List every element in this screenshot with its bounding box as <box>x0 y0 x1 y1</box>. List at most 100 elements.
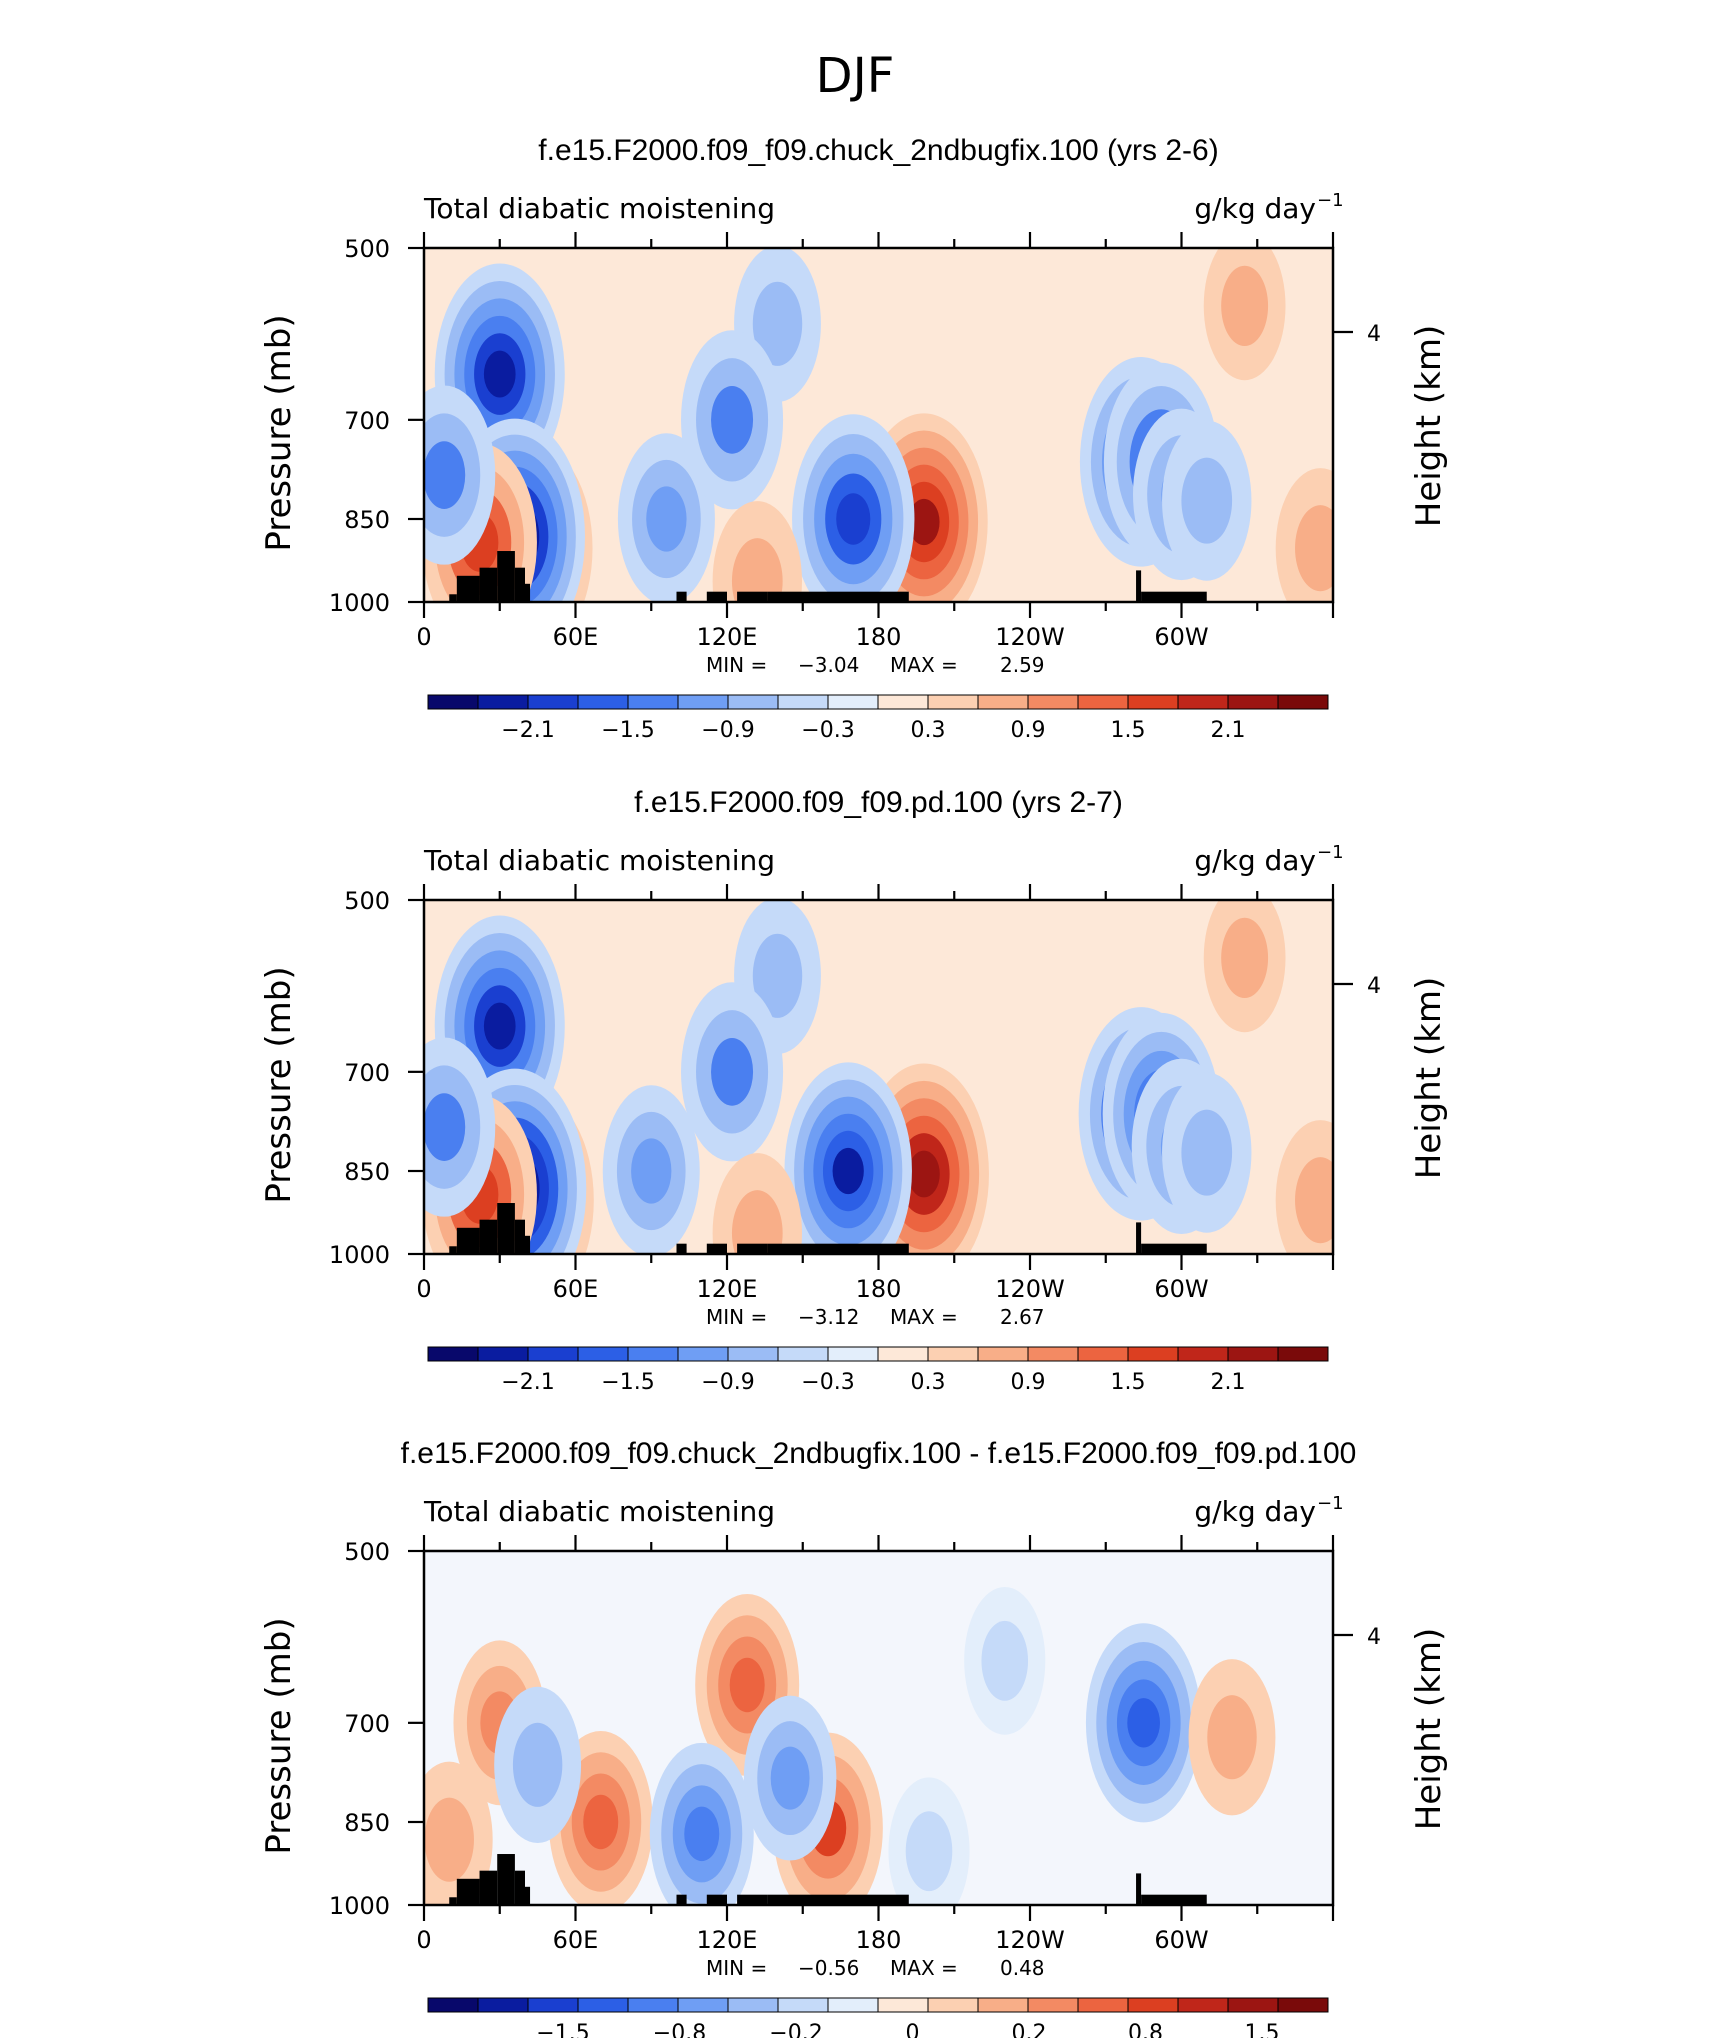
colorbar-label: 1.5 <box>1245 2021 1280 2038</box>
right-axis-title-3: Height (km) <box>1409 1628 1449 1831</box>
colorbar-label: −0.8 <box>653 2021 706 2038</box>
colorbar-swatch <box>727 694 779 710</box>
colorbar-swatch <box>1177 694 1229 710</box>
max-value: 2.59 <box>1000 653 1045 677</box>
colorbar-swatch <box>627 1997 679 2013</box>
panel-title-1: f.e15.F2000.f09_f09.chuck_2ndbugfix.100 … <box>538 134 1218 167</box>
contour-band <box>583 1794 619 1850</box>
units-exponent-2: −1 <box>1317 842 1344 863</box>
y-tick-label: 1000 <box>329 1892 390 1920</box>
contour-band <box>1181 1109 1233 1196</box>
x-tick-label: 60E <box>553 1275 599 1303</box>
colorbar-label: 2.1 <box>1211 718 1246 743</box>
colorbar-swatch <box>1127 1346 1179 1362</box>
contour-band <box>1181 457 1233 544</box>
colorbar-swatch <box>677 1346 729 1362</box>
panel-3: f.e15.F2000.f09_f09.chuck_2ndbugfix.100 … <box>259 1437 1449 2038</box>
contour-band <box>1221 917 1269 999</box>
colorbar-label: 0.3 <box>911 1370 946 1395</box>
terrain-mask <box>525 1886 531 1905</box>
colorbar-swatch <box>1277 1997 1329 2013</box>
x-tick-label: 0 <box>416 623 431 651</box>
colorbar-swatch <box>577 1346 629 1362</box>
x-tick-label: 180 <box>856 1926 902 1954</box>
right-axis-title-2: Height (km) <box>1409 977 1449 1180</box>
colorbar-swatch <box>1077 694 1129 710</box>
y-tick-label: 500 <box>344 235 390 263</box>
contour-band <box>905 1811 953 1892</box>
panel-1: f.e15.F2000.f09_f09.chuck_2ndbugfix.100 … <box>259 134 1449 743</box>
colorbar-swatch <box>777 694 829 710</box>
x-tick-label: 120E <box>697 1926 758 1954</box>
terrain-mask <box>706 1894 727 1905</box>
max-label: MAX = <box>890 1305 958 1329</box>
terrain-mask <box>449 1897 457 1905</box>
contour-band <box>711 1037 754 1106</box>
x-tick-label: 120W <box>995 623 1065 651</box>
contour-band <box>483 350 516 398</box>
colorbar-swatch <box>727 1346 779 1362</box>
colorbar-swatch <box>1127 694 1179 710</box>
min-value: −0.56 <box>798 1956 859 1980</box>
x-tick-label: 60W <box>1154 1275 1208 1303</box>
x-tick-label: 60W <box>1154 623 1208 651</box>
colorbar-swatch <box>677 1997 729 2013</box>
y-tick-label: 850 <box>344 1158 390 1186</box>
colorbar-swatch <box>727 1997 779 2013</box>
panel-2: f.e15.F2000.f09_f09.pd.100 (yrs 2-7) Tota… <box>259 786 1449 1395</box>
colorbar-swatch <box>1027 1346 1079 1362</box>
colorbar-swatch <box>977 1346 1029 1362</box>
colorbar-swatch <box>1027 694 1079 710</box>
terrain-mask <box>737 591 768 602</box>
contour-band <box>646 486 687 552</box>
colorbar-swatch <box>777 1346 829 1362</box>
colorbar-1: −2.1 −1.5 −0.9 −0.3 0.3 0.9 1.5 2.1 <box>427 694 1329 743</box>
contour-band <box>1221 265 1269 347</box>
units-exponent-3: −1 <box>1317 1493 1344 1514</box>
colorbar-3: −1.5 −0.8 −0.2 0 0.2 0.8 1.5 <box>427 1997 1329 2038</box>
x-tick-label: 180 <box>856 1275 902 1303</box>
contour-band <box>729 1657 765 1713</box>
colorbar-swatch <box>1177 1997 1229 2013</box>
left-label-2: Total diabatic moistening <box>423 844 775 877</box>
colorbar-2: −2.1 −1.5 −0.9 −0.3 0.3 0.9 1.5 2.1 <box>427 1346 1329 1395</box>
min-value: −3.04 <box>798 653 859 677</box>
y-axis-title-1: Pressure (mb) <box>259 314 299 551</box>
y-tick-label: 700 <box>344 1059 390 1087</box>
contour-band <box>424 1093 466 1161</box>
max-label: MAX = <box>890 1956 958 1980</box>
x-tick-label: 180 <box>856 623 902 651</box>
colorbar-swatch <box>1277 694 1329 710</box>
y-tick-label: 1000 <box>329 589 390 617</box>
colorbar-label: −0.3 <box>801 1370 854 1395</box>
terrain-mask <box>737 1243 768 1254</box>
terrain-mask <box>449 594 457 602</box>
contour-band <box>1295 505 1333 592</box>
min-label: MIN = <box>706 1305 767 1329</box>
colorbar-swatch <box>677 694 729 710</box>
panel-title-3: f.e15.F2000.f09_f09.chuck_2ndbugfix.100 … <box>401 1437 1357 1470</box>
colorbar-swatch <box>1027 1997 1079 2013</box>
colorbar-swatch <box>827 1997 879 2013</box>
x-tick-label: 120E <box>697 1275 758 1303</box>
terrain-mask <box>514 567 525 602</box>
x-tick-label: 120W <box>995 1926 1065 1954</box>
units-label-3: g/kg day <box>1194 1495 1316 1528</box>
colorbar-swatch <box>427 694 479 710</box>
colorbar-label: −1.5 <box>536 2021 589 2038</box>
colorbar-label: −2.1 <box>501 718 554 743</box>
contour-band <box>908 1150 940 1198</box>
colorbar-swatch <box>477 1997 529 2013</box>
units-label-1: g/kg day <box>1194 192 1316 225</box>
colorbar-label: 2.1 <box>1211 1370 1246 1395</box>
contour-band <box>512 1722 563 1807</box>
contour-band <box>1207 1695 1257 1780</box>
colorbar-label: −2.1 <box>501 1370 554 1395</box>
colorbar-label: 0.8 <box>1128 2021 1163 2038</box>
colorbar-swatch <box>1077 1346 1129 1362</box>
contour-band <box>752 933 803 1018</box>
y-tick-label: 700 <box>344 407 390 435</box>
terrain-mask <box>737 1894 768 1905</box>
panels: f.e15.F2000.f09_f09.chuck_2ndbugfix.100 … <box>259 134 1449 2038</box>
terrain-mask <box>1136 1222 1142 1254</box>
